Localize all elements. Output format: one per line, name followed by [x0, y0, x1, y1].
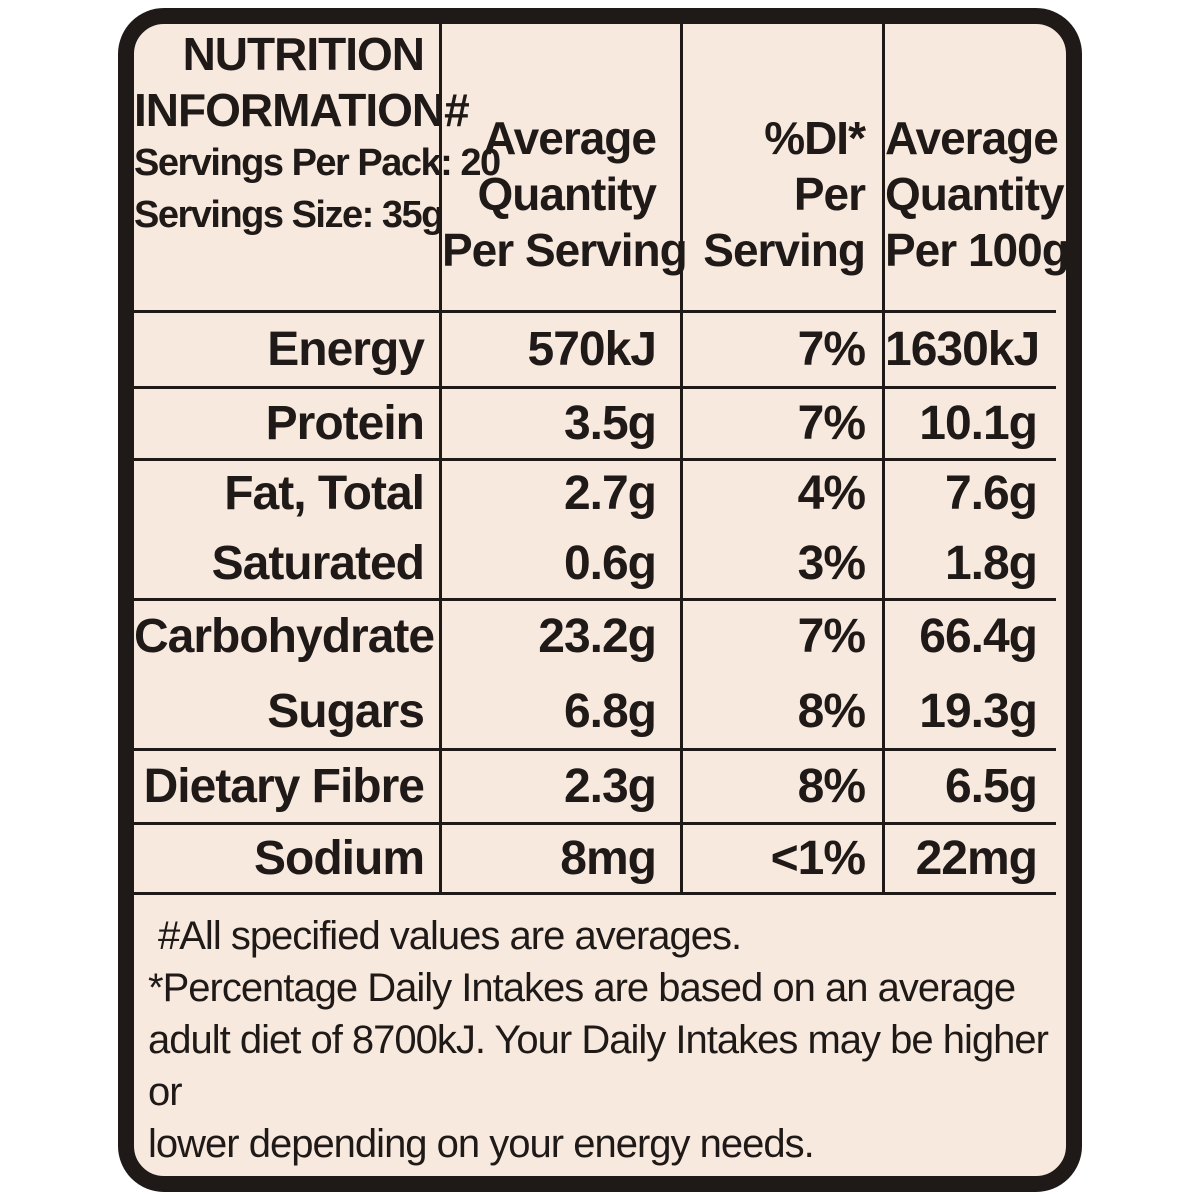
- row-label-dietary-fibre: Dietary Fibre: [143, 759, 425, 813]
- dietary-fibre-per-serving: 2.3g: [563, 759, 657, 813]
- fat-total-di: 4%: [797, 467, 866, 520]
- dietary-fibre-per-100g: 6.5g: [944, 759, 1038, 813]
- column-header-per-serving: Average Quantity Per Serving: [442, 112, 688, 277]
- sodium-per-100g: 22mg: [915, 831, 1038, 885]
- row-divider: [134, 598, 1056, 601]
- title-line: NUTRITION: [182, 28, 425, 80]
- row-label-sodium: Sodium: [254, 831, 425, 885]
- energy-di: 7%: [797, 322, 866, 376]
- row-label-fat-total: Fat, Total: [224, 467, 425, 520]
- row-divider: [134, 386, 1056, 389]
- carbohydrate-di: 7%: [797, 610, 866, 663]
- dietary-fibre-di: 8%: [797, 759, 866, 813]
- sodium-di: <1%: [770, 831, 866, 885]
- row-label-protein: Protein: [265, 396, 425, 450]
- footnote-di-line: lower depending on your energy needs.: [148, 1122, 815, 1166]
- serving-size: Servings Size: 35g: [134, 193, 444, 236]
- energy-per-100g: 1630kJ: [885, 322, 1040, 376]
- energy-per-serving: 570kJ: [527, 322, 657, 376]
- sodium-per-serving: 8mg: [560, 831, 657, 885]
- saturated-di: 3%: [797, 537, 866, 590]
- protein-per-serving: 3.5g: [563, 396, 657, 450]
- row-label-carbohydrate: Carbohydrate: [134, 610, 435, 663]
- row-divider: [134, 458, 1056, 461]
- saturated-per-serving: 0.6g: [563, 537, 657, 590]
- column-header-per-100g: Average Quantity Per 100g: [885, 112, 1070, 277]
- row-divider: [134, 748, 1056, 751]
- row-label-saturated: Saturated: [211, 537, 425, 590]
- sugars-per-100g: 19.3g: [919, 685, 1038, 738]
- row-label-sugars: Sugars: [267, 685, 425, 738]
- row-divider: [134, 892, 1056, 895]
- servings-per-pack: Servings Per Pack: 20: [134, 142, 501, 185]
- fat-total-per-100g: 7.6g: [944, 467, 1038, 520]
- title-line: INFORMATION#: [134, 84, 470, 137]
- carbohydrate-per-100g: 66.4g: [919, 610, 1038, 663]
- protein-di: 7%: [797, 396, 866, 450]
- protein-per-100g: 10.1g: [919, 396, 1038, 450]
- fat-total-per-serving: 2.7g: [563, 467, 657, 520]
- saturated-per-100g: 1.8g: [944, 537, 1038, 590]
- carbohydrate-per-serving: 23.2g: [538, 610, 657, 663]
- footnote-di-line: adult diet of 8700kJ. Your Daily Intakes…: [148, 1018, 1049, 1114]
- column-header-di: %DI* Per Serving: [703, 112, 866, 277]
- row-label-energy: Energy: [267, 322, 425, 376]
- footnotes: #All specified values are averages. *Per…: [148, 910, 1058, 1170]
- table-title: NUTRITION INFORMATION# Servings Per Pack…: [134, 26, 501, 306]
- row-divider: [134, 310, 1056, 313]
- sugars-di: 8%: [797, 685, 866, 738]
- row-divider: [134, 822, 1056, 825]
- footnote-averages: #All specified values are averages.: [158, 914, 742, 958]
- footnote-di-line: *Percentage Daily Intakes are based on a…: [148, 966, 1016, 1010]
- sugars-per-serving: 6.8g: [563, 685, 657, 738]
